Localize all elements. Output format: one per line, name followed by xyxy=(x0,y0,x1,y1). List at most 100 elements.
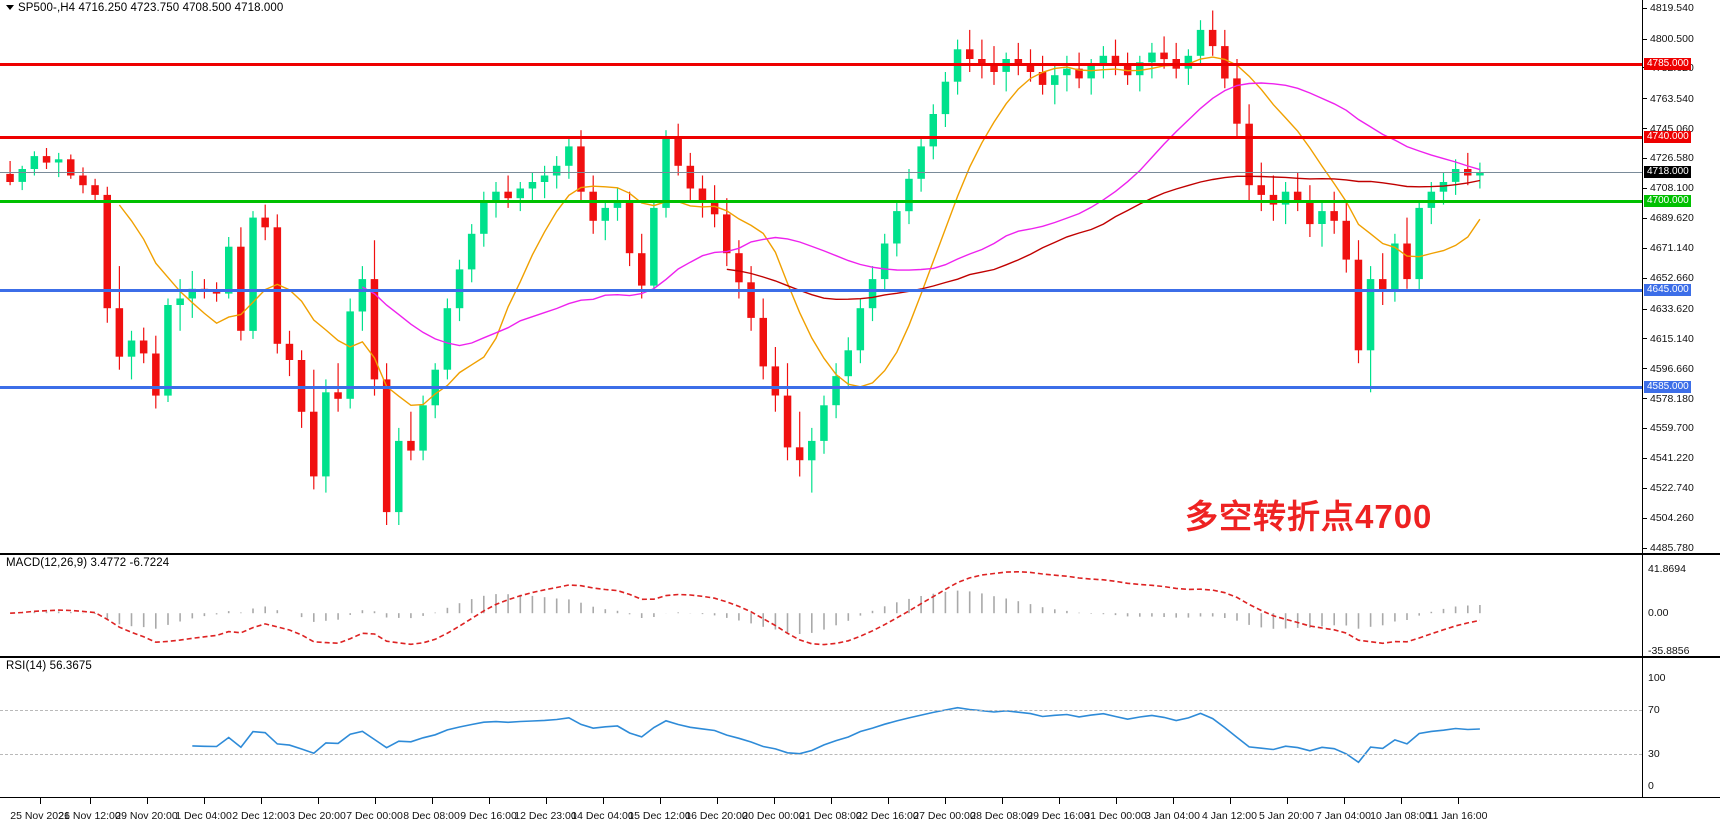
time-axis-tick xyxy=(203,798,205,804)
time-axis-label: 2 Dec 12:00 xyxy=(232,810,289,822)
time-axis-label: 11 Jan 16:00 xyxy=(1427,810,1488,822)
price-tick: 4671.140 xyxy=(1643,243,1694,253)
price-level-tag-support[interactable]: 4585.000 xyxy=(1644,381,1691,394)
price-level-line-support[interactable] xyxy=(0,386,1642,390)
price-tick: 4726.580 xyxy=(1643,153,1694,164)
rsi-label: RSI(14) 56.3675 xyxy=(6,660,92,672)
chart-annotation[interactable]: 多空转折点4700 xyxy=(1185,498,1433,535)
time-axis-tick xyxy=(146,798,148,804)
time-axis-label: 3 Dec 20:00 xyxy=(289,810,346,822)
price-tick: 4745.060 xyxy=(1643,123,1694,134)
price-level-line-last-price[interactable] xyxy=(0,172,1642,174)
price-level-tag-resistance[interactable]: 4785.000 xyxy=(1644,57,1691,70)
price-level-line-resistance[interactable] xyxy=(0,62,1642,66)
time-axis-tick xyxy=(488,798,490,804)
rsi-series xyxy=(192,706,1480,764)
time-axis-label: 21 Dec 08:00 xyxy=(799,810,862,822)
price-tick: 4652.660 xyxy=(1643,273,1694,283)
time-axis-tick xyxy=(1343,798,1345,804)
price-axis[interactable]: 4819.5404800.5004782.6204763.5404745.060… xyxy=(1642,0,1720,553)
rsi-plot-area[interactable] xyxy=(0,658,1642,797)
price-tick: 4578.180 xyxy=(1643,393,1694,404)
time-axis-tick xyxy=(1400,798,1402,804)
price-tick: 4763.540 xyxy=(1643,93,1694,104)
time-axis-label: 10 Jan 08:00 xyxy=(1370,810,1431,822)
time-axis-tick xyxy=(545,798,547,804)
price-tick: 4708.100 xyxy=(1643,183,1694,194)
price-tick: 4541.220 xyxy=(1643,453,1694,464)
time-axis-label: 15 Dec 12:00 xyxy=(628,810,691,822)
price-plot-area[interactable]: 多空转折点4700 xyxy=(0,0,1642,553)
macd-plot-area[interactable] xyxy=(0,555,1642,656)
price-tick: 4559.700 xyxy=(1643,423,1694,434)
time-axis-tick xyxy=(887,798,889,804)
symbol-header-text: SP500-,H4 4716.250 4723.750 4708.500 471… xyxy=(18,2,284,14)
rsi-level-line xyxy=(0,753,1642,755)
macd-panel[interactable]: MACD(12,26,9) 3.4772 -6.7224 41.8694 0.00… xyxy=(0,554,1720,657)
time-axis-tick xyxy=(89,798,91,804)
price-level-tag-resistance[interactable]: 4740.000 xyxy=(1644,130,1691,143)
time-axis-label: 25 Nov 2021 xyxy=(10,810,70,822)
time-axis-tick xyxy=(1001,798,1003,804)
price-tick: 4522.740 xyxy=(1643,483,1694,493)
time-axis-label: 26 Nov 12:00 xyxy=(58,810,121,822)
macd-series xyxy=(10,570,1481,646)
rsi-tick: 30 xyxy=(1648,747,1660,760)
time-axis-label: 20 Dec 00:00 xyxy=(742,810,805,822)
time-axis-tick xyxy=(317,798,319,804)
price-level-tag-last-price[interactable]: 4718.000 xyxy=(1644,166,1691,179)
macd-label: MACD(12,26,9) 3.4772 -6.7224 xyxy=(6,557,170,569)
rsi-level-line xyxy=(0,710,1642,712)
time-axis-label: 12 Dec 23:00 xyxy=(514,810,577,822)
price-level-line-resistance[interactable] xyxy=(0,135,1642,139)
price-tick: 4596.660 xyxy=(1643,363,1694,374)
price-tick: 4504.260 xyxy=(1643,513,1694,523)
time-axis-tick xyxy=(1286,798,1288,804)
price-tick: 4819.540 xyxy=(1643,3,1694,13)
price-level-line-pivot[interactable] xyxy=(0,200,1642,204)
time-axis[interactable]: 25 Nov 2021 26 Nov 12:00 29 Nov 20:00 1 Dec… xyxy=(0,798,1642,837)
rsi-tick: 70 xyxy=(1648,704,1660,717)
time-axis-tick xyxy=(773,798,775,804)
symbol-header: SP500-,H4 4716.250 4723.750 4708.500 471… xyxy=(6,2,283,14)
time-axis-label: 8 Dec 08:00 xyxy=(403,810,460,822)
time-axis-tick xyxy=(944,798,946,804)
time-axis-label: 3 Jan 04:00 xyxy=(1145,810,1200,822)
time-axis-tick xyxy=(431,798,433,804)
rsi-tick: 100 xyxy=(1648,672,1666,684)
macd-tick: 41.8694 xyxy=(1648,563,1686,575)
time-axis-label: 22 Dec 16:00 xyxy=(856,810,919,822)
time-axis-label: 27 Dec 00:00 xyxy=(913,810,976,822)
price-tick: 4689.620 xyxy=(1643,213,1694,223)
macd-tick: 0.00 xyxy=(1648,607,1669,620)
time-axis-tick xyxy=(659,798,661,804)
price-panel[interactable]: 多空转折点4700 SP500-,H4 4716.250 4723.750 47… xyxy=(0,0,1720,554)
time-axis-label: 4 Jan 12:00 xyxy=(1202,810,1257,822)
rsi-tick: 0 xyxy=(1648,780,1654,792)
time-axis-tick xyxy=(716,798,718,804)
price-tick: 4800.500 xyxy=(1643,34,1694,44)
time-axis-tick xyxy=(1115,798,1117,804)
time-axis-tick xyxy=(830,798,832,804)
collapse-caret-icon[interactable] xyxy=(6,5,14,11)
time-axis-label: 7 Jan 04:00 xyxy=(1316,810,1371,822)
time-axis-label: 1 Dec 04:00 xyxy=(175,810,232,822)
time-axis-label: 29 Dec 16:00 xyxy=(1027,810,1090,822)
time-axis-label: 14 Dec 04:00 xyxy=(571,810,634,822)
rsi-axis[interactable]: 100 70 30 0 xyxy=(1642,658,1720,797)
price-level-line-support[interactable] xyxy=(0,289,1642,293)
candlestick-series xyxy=(6,10,1484,525)
time-axis-label: 29 Nov 20:00 xyxy=(115,810,178,822)
price-tick: 4633.620 xyxy=(1643,304,1694,314)
time-axis-label: 31 Dec 00:00 xyxy=(1084,810,1147,822)
macd-axis[interactable]: 41.8694 0.00 -35.8856 xyxy=(1642,555,1720,656)
price-level-tag-support[interactable]: 4645.000 xyxy=(1644,284,1691,297)
time-axis-tick xyxy=(602,798,604,804)
time-axis-tick xyxy=(1172,798,1174,804)
time-axis-tick xyxy=(40,798,41,804)
time-axis-tick xyxy=(1457,798,1459,804)
macd-tick: -35.8856 xyxy=(1648,645,1690,657)
rsi-panel[interactable]: RSI(14) 56.3675 100 70 30 0 xyxy=(0,657,1720,798)
price-level-tag-pivot[interactable]: 4700.000 xyxy=(1644,195,1691,208)
